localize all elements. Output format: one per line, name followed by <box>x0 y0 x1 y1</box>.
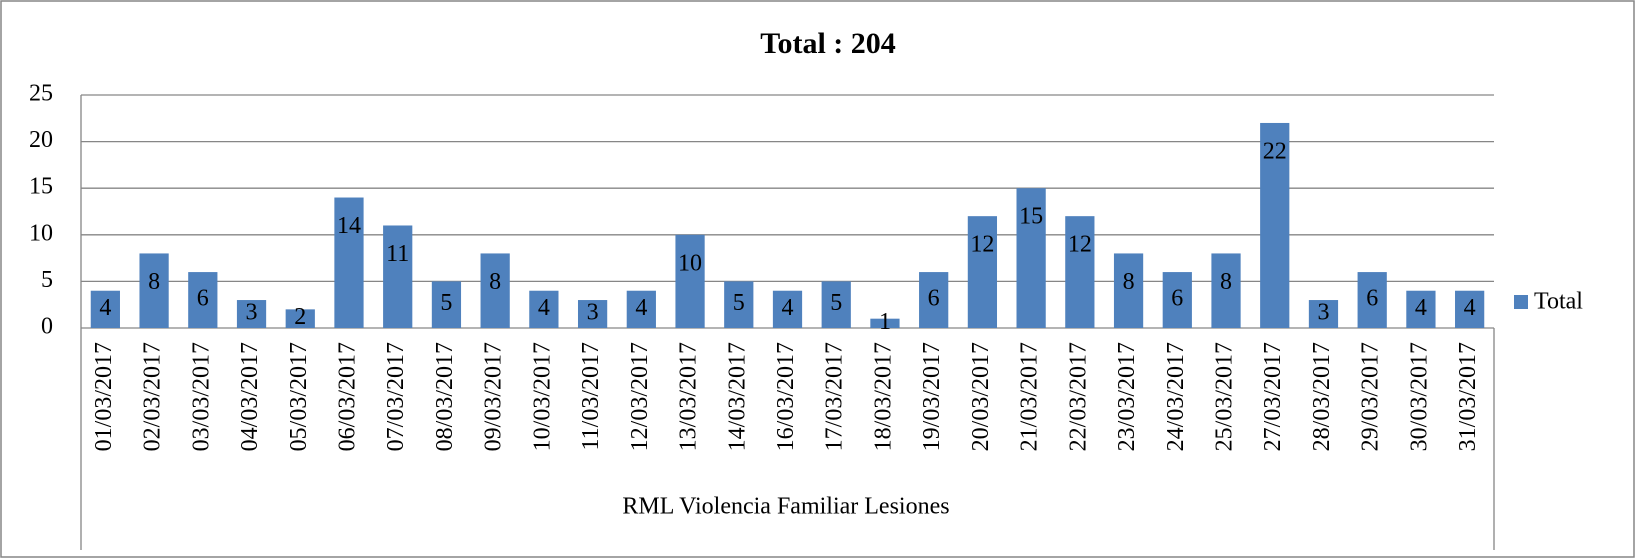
data-label: 12 <box>1068 232 1092 258</box>
bar <box>431 281 462 328</box>
data-label: 6 <box>1366 286 1378 312</box>
bar <box>1162 272 1192 328</box>
data-label: 5 <box>830 290 842 316</box>
bar <box>480 253 510 328</box>
data-label: 3 <box>246 300 258 326</box>
x-tick-label: 06/03/2017 <box>334 342 360 451</box>
data-label: 5 <box>733 290 745 316</box>
x-tick-label: 11/03/2017 <box>578 342 604 450</box>
bar <box>529 290 559 328</box>
bar <box>90 290 120 328</box>
y-tick-label: 10 <box>29 220 53 246</box>
data-label: 3 <box>587 300 599 326</box>
bar <box>139 253 169 328</box>
x-tick-label: 23/03/2017 <box>1114 342 1140 451</box>
data-label: 8 <box>1123 269 1135 295</box>
data-label: 4 <box>635 295 647 321</box>
data-label: 2 <box>294 304 306 330</box>
x-tick-label: 31/03/2017 <box>1455 342 1481 451</box>
data-label: 15 <box>1019 204 1043 230</box>
data-label: 6 <box>928 286 940 312</box>
data-label: 4 <box>538 295 550 321</box>
x-tick-label: 10/03/2017 <box>529 342 555 451</box>
x-tick-label: 24/03/2017 <box>1163 342 1189 451</box>
category-group-label: RML Violencia Familiar Lesiones <box>622 494 949 520</box>
bar <box>285 309 315 328</box>
y-tick-label: 25 <box>29 81 53 107</box>
x-tick-label: 07/03/2017 <box>383 342 409 451</box>
bar <box>772 290 803 328</box>
x-tick-label: 27/03/2017 <box>1260 342 1286 451</box>
data-label: 1 <box>879 309 891 335</box>
legend-label: Total <box>1534 289 1583 315</box>
data-label: 4 <box>99 295 111 321</box>
bar <box>334 197 364 328</box>
bar <box>1065 216 1095 328</box>
data-label: 6 <box>197 286 209 312</box>
x-tick-label: 29/03/2017 <box>1358 342 1384 451</box>
data-label: 12 <box>970 232 994 258</box>
x-tick-label: 18/03/2017 <box>870 342 896 451</box>
legend-swatch <box>1514 295 1528 309</box>
x-tick-label: 22/03/2017 <box>1065 342 1091 451</box>
x-tick-label: 19/03/2017 <box>919 342 945 451</box>
data-label: 4 <box>1415 295 1427 321</box>
x-tick-label: 09/03/2017 <box>481 342 507 451</box>
bar <box>1113 253 1144 328</box>
x-tick-label: 12/03/2017 <box>627 342 653 451</box>
data-label: 8 <box>148 269 160 295</box>
data-label: 10 <box>678 250 702 276</box>
x-tick-label: 01/03/2017 <box>91 342 117 451</box>
data-label: 22 <box>1263 138 1287 164</box>
x-tick-label: 04/03/2017 <box>237 342 263 451</box>
x-tick-label: 02/03/2017 <box>140 342 166 451</box>
bar <box>675 234 705 328</box>
x-tick-label: 28/03/2017 <box>1309 342 1335 451</box>
bar <box>967 216 998 328</box>
x-tick-label: 05/03/2017 <box>286 342 312 451</box>
data-label: 8 <box>489 269 501 295</box>
data-label: 5 <box>440 290 452 316</box>
y-tick-label: 5 <box>41 267 53 293</box>
bar <box>1260 122 1290 329</box>
x-tick-label: 14/03/2017 <box>724 342 750 451</box>
data-label: 6 <box>1171 286 1183 312</box>
data-label: 8 <box>1220 269 1232 295</box>
y-tick-label: 0 <box>41 314 53 340</box>
x-tick-label: 08/03/2017 <box>432 342 458 451</box>
bar <box>821 281 851 328</box>
x-tick-label: 25/03/2017 <box>1212 342 1238 451</box>
bar <box>1308 300 1339 328</box>
x-tick-label: 16/03/2017 <box>773 342 799 451</box>
data-label: 3 <box>1317 300 1329 326</box>
bar <box>1406 290 1436 328</box>
data-label: 14 <box>337 213 361 239</box>
data-label: 11 <box>386 241 409 267</box>
bar <box>724 281 754 328</box>
bar <box>870 318 900 328</box>
chart-title: Total : 204 <box>760 27 896 60</box>
bar <box>919 272 949 328</box>
bar <box>236 300 267 328</box>
x-tick-label: 17/03/2017 <box>822 342 848 451</box>
bar <box>1455 290 1485 328</box>
bar <box>1016 188 1046 328</box>
bar <box>383 225 413 328</box>
x-tick-label: 13/03/2017 <box>676 342 702 451</box>
bar <box>626 290 656 328</box>
bar <box>188 272 218 328</box>
bar <box>1211 253 1241 328</box>
data-label: 4 <box>1464 295 1476 321</box>
x-tick-label: 03/03/2017 <box>188 342 214 451</box>
x-tick-label: 30/03/2017 <box>1406 342 1432 451</box>
data-label: 4 <box>782 295 794 321</box>
y-tick-label: 20 <box>29 127 53 153</box>
bar <box>577 300 608 328</box>
x-tick-label: 20/03/2017 <box>968 342 994 451</box>
bar <box>1357 272 1387 328</box>
x-tick-label: 21/03/2017 <box>1017 342 1043 451</box>
y-tick-label: 15 <box>29 174 53 200</box>
